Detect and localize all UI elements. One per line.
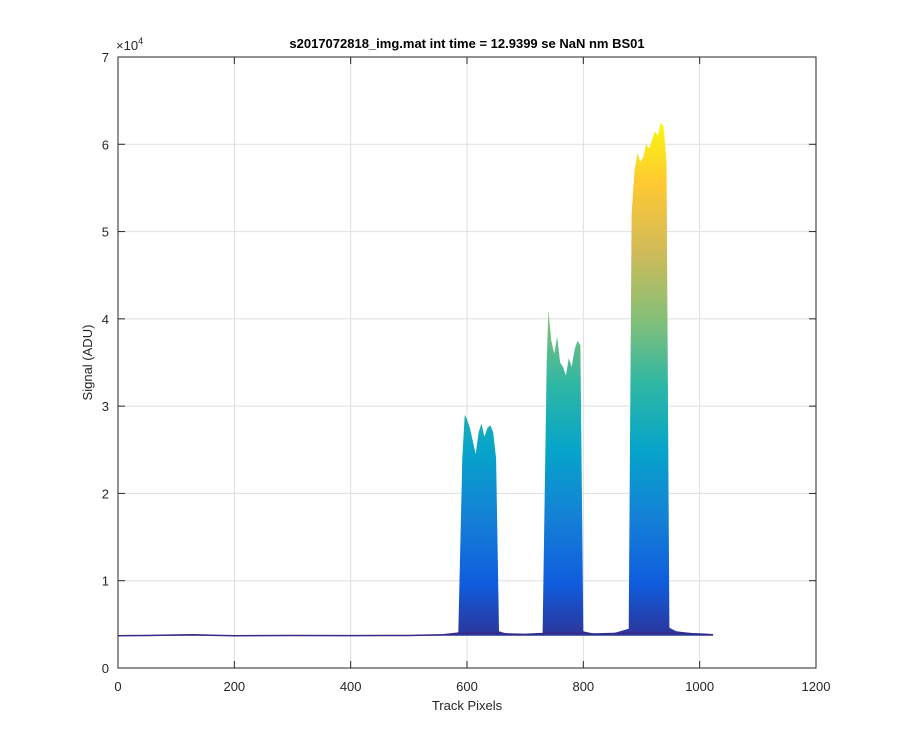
y-tick-label: 6 (102, 137, 109, 152)
data-point (493, 432, 494, 433)
data-point (542, 633, 543, 634)
data-point (571, 366, 572, 367)
data-point (557, 336, 558, 337)
data-point (234, 635, 235, 636)
data-point (666, 161, 667, 162)
chart-title: s2017072818_img.mat int time = 12.9399 s… (289, 36, 644, 51)
data-point (211, 635, 212, 636)
data-point (651, 139, 652, 140)
x-tick-label: 1200 (802, 679, 831, 694)
y-exponent-power: 4 (138, 36, 143, 46)
y-tick-label: 3 (102, 399, 109, 414)
data-point (580, 344, 581, 345)
data-point (507, 633, 508, 634)
grid (118, 57, 816, 668)
data-point (193, 634, 194, 635)
data-point (551, 340, 552, 341)
y-tick-label: 4 (102, 312, 109, 327)
data-point (640, 161, 641, 162)
y-tick-label: 0 (102, 661, 109, 676)
data-point (147, 635, 148, 636)
data-point (676, 631, 677, 632)
y-exponent-base: ×10 (116, 38, 138, 53)
data-point (577, 340, 578, 341)
data-point (525, 634, 526, 635)
data-point (631, 214, 632, 215)
data-point (350, 635, 351, 636)
data-point (408, 635, 409, 636)
data-point (478, 432, 479, 433)
ticks (117, 56, 817, 669)
data-layer (117, 122, 714, 637)
x-axis-label: Track Pixels (432, 698, 503, 713)
x-tick-label: 1000 (685, 679, 714, 694)
x-tick-label: 200 (223, 679, 245, 694)
data-point (654, 131, 655, 132)
data-point (637, 152, 638, 153)
data-point (458, 633, 459, 634)
data-point (657, 135, 658, 136)
data-point (628, 628, 629, 629)
data-point (466, 419, 467, 420)
data-point (568, 358, 569, 359)
data-point (663, 126, 664, 127)
data-point (660, 122, 661, 123)
signal-baseline-trace (117, 632, 714, 637)
x-tick-label: 600 (456, 679, 478, 694)
data-point (548, 310, 549, 311)
data-point (484, 436, 485, 437)
data-point (634, 170, 635, 171)
y-axis-label: Signal (ADU) (80, 325, 95, 401)
data-point (612, 633, 613, 634)
data-point (176, 634, 177, 635)
data-point (469, 427, 470, 428)
data-point (443, 634, 444, 635)
x-tick-label: 0 (114, 679, 121, 694)
data-point (487, 427, 488, 428)
data-point (472, 441, 473, 442)
data-point (574, 349, 575, 350)
data-point (464, 414, 465, 415)
data-point (594, 633, 595, 634)
y-tick-label: 7 (102, 50, 109, 65)
y-tick-label: 5 (102, 225, 109, 240)
data-point (496, 458, 497, 459)
data-point (498, 631, 499, 632)
data-point (562, 366, 563, 367)
data-point (546, 362, 547, 363)
data-point (712, 634, 713, 635)
data-point (669, 627, 670, 628)
data-point (699, 633, 700, 634)
data-point (554, 353, 555, 354)
data-point (490, 425, 491, 426)
data-point (643, 157, 644, 158)
y-tick-label: 2 (102, 486, 109, 501)
data-point (560, 362, 561, 363)
data-point (646, 144, 647, 145)
data-point (565, 375, 566, 376)
x-tick-label: 400 (340, 679, 362, 694)
signal-area-series-0 (118, 122, 713, 636)
tick-labels: 0 200 400 600 800 1000 1200 0 1 2 3 4 5 6 7 (102, 50, 831, 694)
data-point (583, 631, 584, 632)
data-point (462, 458, 463, 459)
data-point (292, 635, 293, 636)
data-point (481, 423, 482, 424)
y-axis-exponent: ×104 (116, 36, 143, 53)
data-point (649, 148, 650, 149)
y-tick-label: 1 (102, 574, 109, 589)
x-tick-label: 800 (572, 679, 594, 694)
data-point (475, 454, 476, 455)
